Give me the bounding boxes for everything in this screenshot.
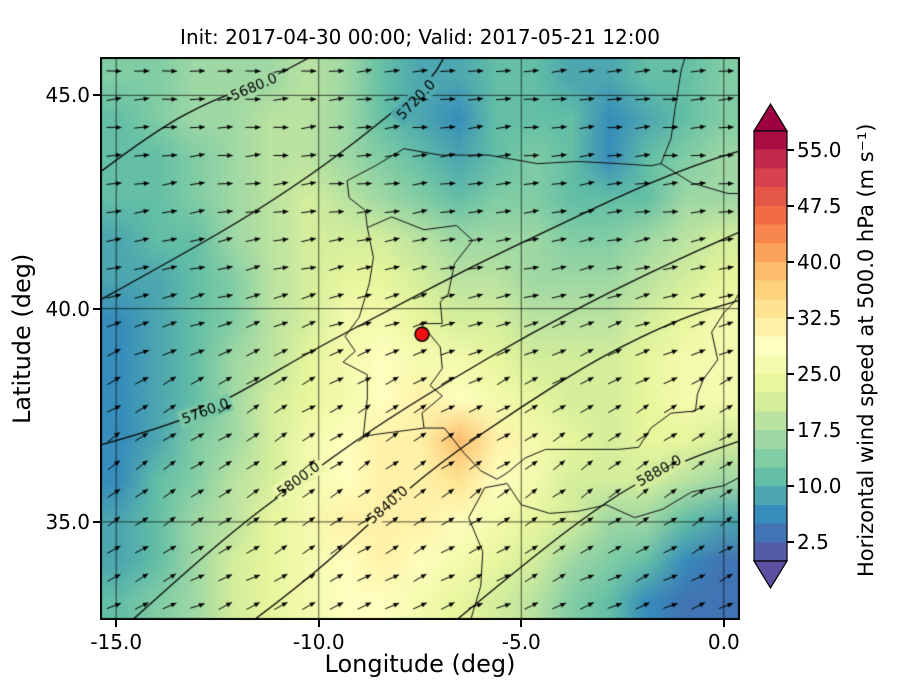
colorbar-tick-mark: [787, 260, 794, 263]
x-tick-mark: [115, 620, 118, 627]
y-tick-label: 40.0: [45, 296, 90, 321]
colorbar-tick-label: 55.0: [797, 137, 842, 162]
colorbar-tick-label: 17.5: [797, 418, 842, 443]
colorbar-tick-mark: [787, 429, 794, 432]
colorbar-tick-mark: [787, 485, 794, 488]
colorbar-tick-mark: [787, 148, 794, 151]
colorbar-tick-mark: [787, 316, 794, 319]
colorbar-tick-label: 2.5: [797, 530, 829, 555]
colorbar-tick-label: 40.0: [797, 249, 842, 274]
x-tick-mark: [722, 620, 725, 627]
x-tick-label: -5.0: [501, 630, 541, 654]
plot-title: Init: 2017-04-30 00:00; Valid: 2017-05-2…: [180, 25, 660, 49]
colorbar-label: Horizontal wind speed at 500.0 hPa (m s⁻…: [854, 123, 878, 577]
colorbar-tick-label: 32.5: [797, 305, 842, 330]
colorbar-gradient: [753, 130, 788, 562]
y-tick-mark: [93, 307, 100, 310]
colorbar-tick-label: 47.5: [797, 193, 842, 218]
x-tick-label: -10.0: [292, 630, 345, 654]
colorbar-tick-mark: [787, 541, 794, 544]
x-axis-label: Longitude (deg): [324, 650, 516, 678]
colorbar-tick-label: 10.0: [797, 474, 842, 499]
y-tick-mark: [93, 520, 100, 523]
y-axis-label: Latitude (deg): [8, 253, 36, 424]
x-tick-label: -15.0: [90, 630, 143, 654]
colorbar-under-arrow: [753, 560, 789, 590]
y-tick-label: 35.0: [45, 509, 90, 534]
x-tick-mark: [520, 620, 523, 627]
colorbar-tick-label: 25.0: [797, 362, 842, 387]
x-tick-label: 0.0: [707, 630, 740, 654]
colorbar: [753, 103, 789, 590]
map-canvas: [100, 57, 740, 620]
colorbar-tick-mark: [787, 204, 794, 207]
y-tick-label: 45.0: [45, 83, 90, 108]
colorbar-over-arrow: [753, 103, 789, 132]
x-tick-mark: [317, 620, 320, 627]
y-tick-mark: [93, 94, 100, 97]
colorbar-tick-mark: [787, 373, 794, 376]
